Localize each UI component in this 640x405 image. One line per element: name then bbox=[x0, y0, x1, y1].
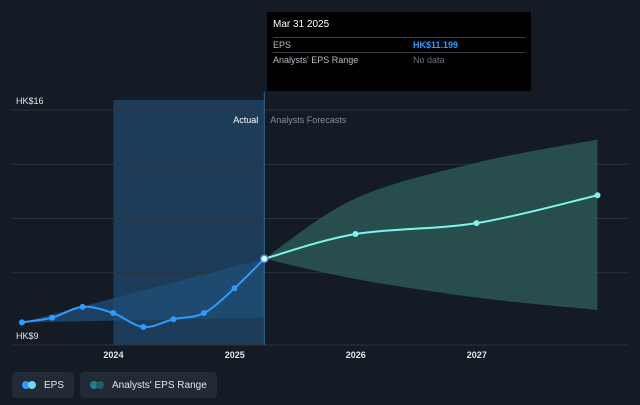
eps-point bbox=[231, 285, 238, 292]
eps-point bbox=[18, 319, 25, 326]
tooltip-range-row: Analysts' EPS Range No data bbox=[273, 52, 525, 67]
legend-eps-label: EPS bbox=[44, 379, 65, 391]
past-eps-range-band bbox=[21, 258, 265, 323]
eps-point bbox=[200, 310, 207, 317]
eps-point bbox=[170, 316, 177, 323]
y-tick-label: HK$16 bbox=[16, 96, 44, 106]
range-legend-icon bbox=[90, 381, 106, 389]
chart-legend: EPS Analysts' EPS Range bbox=[12, 372, 217, 398]
eps-point bbox=[110, 310, 117, 317]
legend-item-eps[interactable]: EPS bbox=[12, 372, 75, 398]
eps-legend-icon bbox=[22, 381, 38, 389]
actual-label: Actual bbox=[233, 115, 258, 125]
tooltip-range-label: Analysts' EPS Range bbox=[273, 55, 359, 65]
legend-item-analysts-range[interactable]: Analysts' EPS Range bbox=[80, 372, 217, 398]
analysts-forecasts-label: Analysts Forecasts bbox=[270, 115, 347, 125]
analysts-eps-range-band bbox=[264, 139, 598, 310]
tooltip-date: Mar 31 2025 bbox=[273, 19, 330, 30]
x-tick-label: 2026 bbox=[346, 350, 366, 360]
eps-point bbox=[49, 314, 56, 321]
eps-point bbox=[140, 324, 147, 330]
eps-forecast-point bbox=[473, 220, 480, 227]
tooltip-eps-label: EPS bbox=[273, 40, 292, 50]
x-tick-label: 2025 bbox=[225, 350, 245, 360]
eps-forecast-point bbox=[594, 192, 601, 199]
tooltip-eps-row: EPS HK$11.199 bbox=[273, 37, 525, 52]
y-tick-label: HK$9 bbox=[16, 331, 39, 341]
legend-range-label: Analysts' EPS Range bbox=[112, 379, 207, 391]
tooltip-range-value: No data bbox=[413, 55, 445, 65]
eps-forecast-line bbox=[264, 194, 598, 260]
eps-point bbox=[79, 303, 86, 310]
data-tooltip: Mar 31 2025 EPS HK$11.199 Analysts' EPS … bbox=[267, 12, 531, 91]
eps-point bbox=[260, 254, 269, 264]
x-tick-label: 2027 bbox=[467, 350, 487, 360]
x-tick-label: 2024 bbox=[103, 350, 123, 360]
tooltip-eps-value: HK$11.199 bbox=[413, 40, 459, 50]
eps-forecast-point bbox=[352, 231, 359, 237]
